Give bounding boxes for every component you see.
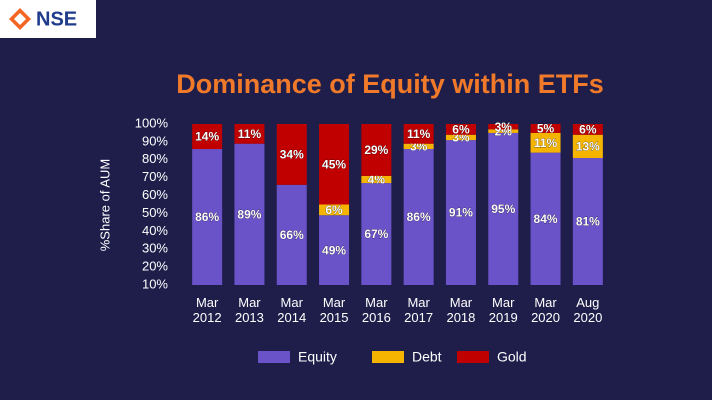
data-label: 91% xyxy=(449,206,473,220)
y-tick-label: 90% xyxy=(142,133,168,148)
bar-segment xyxy=(572,157,603,285)
data-label: 81% xyxy=(576,215,600,229)
logo-text: NSE xyxy=(36,8,77,30)
bar-segment xyxy=(530,124,561,133)
data-label: 95% xyxy=(491,202,515,216)
bar-segment xyxy=(361,175,392,184)
data-label: 11% xyxy=(238,127,262,141)
x-tick-label: Mar 2018 xyxy=(446,295,476,325)
y-axis-label: %Share of AUM xyxy=(97,159,112,252)
data-label: 6% xyxy=(579,123,597,137)
legend-swatch xyxy=(372,351,404,363)
bar-segment xyxy=(192,124,223,150)
y-tick-label: 20% xyxy=(142,259,168,274)
bar-segment xyxy=(403,124,434,144)
x-tick-label: Mar 2014 xyxy=(277,295,307,325)
x-tick-label: Mar 2017 xyxy=(404,295,434,325)
bar-segment xyxy=(572,134,603,158)
data-label: 89% xyxy=(237,208,261,222)
y-tick-label: 40% xyxy=(142,223,168,238)
data-label: 29% xyxy=(364,143,388,157)
bar-segment xyxy=(488,129,519,133)
logo-icon xyxy=(9,8,31,30)
bar-segment xyxy=(192,149,223,285)
bar-segment xyxy=(319,124,350,205)
y-tick-label: 80% xyxy=(142,151,168,166)
bar-segment xyxy=(234,124,265,144)
legend-swatch xyxy=(457,351,489,363)
y-tick-label: 30% xyxy=(142,241,168,256)
x-tick-label: Aug 2020 xyxy=(573,295,603,325)
bar-segment xyxy=(572,124,603,135)
bar-segment xyxy=(361,124,392,176)
bar-segment xyxy=(488,124,519,130)
bar-segment xyxy=(276,124,307,185)
bar-segment xyxy=(445,134,476,141)
data-label: 4% xyxy=(368,173,386,187)
x-tick-label: Mar 2013 xyxy=(234,295,264,325)
data-label: 67% xyxy=(364,227,388,241)
x-tick-label: Mar 2016 xyxy=(361,295,391,325)
x-tick-label: Mar 2020 xyxy=(531,295,560,325)
data-label: 45% xyxy=(322,157,346,171)
chart-title: Dominance of Equity within ETFs xyxy=(176,69,604,99)
bar-segment xyxy=(530,132,561,153)
bar-segment xyxy=(319,204,350,216)
y-tick-label: 100% xyxy=(135,115,169,130)
bar-segment xyxy=(276,184,307,285)
data-label: 86% xyxy=(195,210,219,224)
x-tick-label: Mar 2019 xyxy=(488,295,518,325)
legend-swatch xyxy=(258,351,290,363)
data-label: 11% xyxy=(534,136,558,150)
data-label: 84% xyxy=(534,212,558,226)
bar-segment xyxy=(234,143,265,285)
legend-label: Gold xyxy=(497,349,527,365)
data-label: 49% xyxy=(322,243,346,257)
legend-label: Debt xyxy=(412,349,442,365)
data-label: 86% xyxy=(407,210,431,224)
bar-segment xyxy=(445,124,476,135)
x-tick-label: Mar 2012 xyxy=(192,295,222,325)
x-tick-label: Mar 2015 xyxy=(319,295,349,325)
data-label: 14% xyxy=(195,130,219,144)
data-label: 6% xyxy=(325,203,343,217)
bar-segment xyxy=(445,140,476,285)
data-label: 5% xyxy=(537,122,555,136)
bar-segment xyxy=(403,149,434,285)
y-tick-label: 70% xyxy=(142,169,168,184)
data-label: 3% xyxy=(495,120,513,134)
data-label: 13% xyxy=(576,140,600,154)
bar-segment xyxy=(403,143,434,150)
data-label: 11% xyxy=(407,127,431,141)
data-label: 6% xyxy=(452,123,470,137)
y-tick-label: 60% xyxy=(142,187,168,202)
bar-segment xyxy=(488,132,519,285)
data-label: 66% xyxy=(280,228,304,242)
bar-segment xyxy=(530,152,561,285)
legend-label: Equity xyxy=(298,349,337,365)
bar-segment xyxy=(319,215,350,285)
data-label: 34% xyxy=(280,148,304,162)
bar-segment xyxy=(361,183,392,285)
y-tick-label: 10% xyxy=(142,276,168,291)
y-tick-label: 50% xyxy=(142,205,168,220)
